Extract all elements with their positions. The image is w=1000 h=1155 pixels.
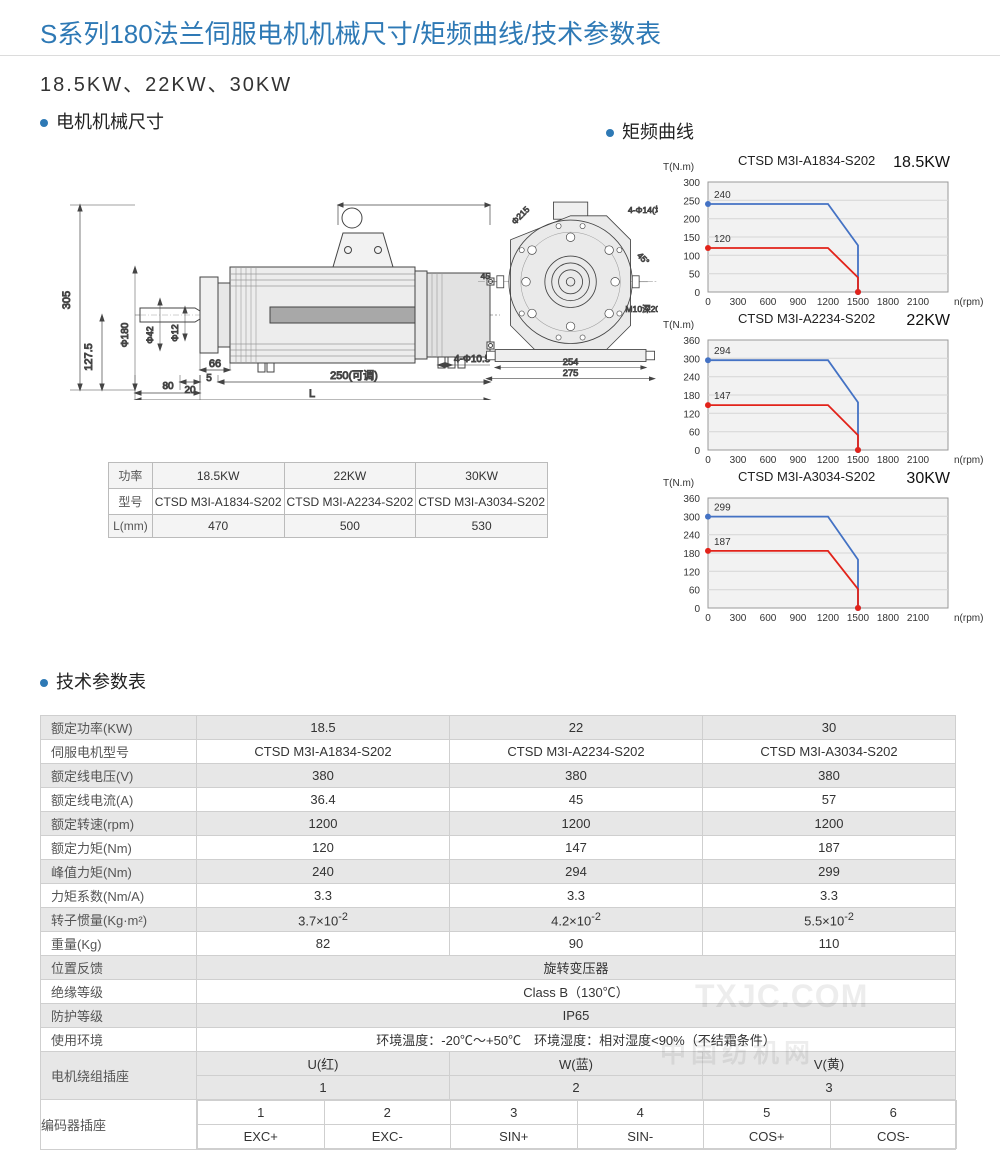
svg-text:1200: 1200 [817,455,840,466]
svg-text:0: 0 [694,604,700,615]
svg-text:1500: 1500 [847,297,870,308]
svg-text:240: 240 [683,373,700,384]
svg-text:Φ12: Φ12 [170,324,180,341]
svg-text:CTSD M3I-A2234-S202: CTSD M3I-A2234-S202 [738,311,875,326]
svg-text:0: 0 [705,613,711,624]
svg-text:250: 250 [683,196,700,207]
svg-text:0: 0 [694,288,700,299]
svg-text:1800: 1800 [877,297,900,308]
svg-text:360: 360 [683,336,700,347]
svg-text:300: 300 [683,354,700,365]
svg-text:18.5KW: 18.5KW [893,154,951,171]
svg-text:240: 240 [714,190,731,201]
svg-text:100: 100 [683,251,700,262]
svg-text:60: 60 [689,586,701,597]
svg-text:n(rpm): n(rpm) [954,297,983,308]
svg-text:0: 0 [705,297,711,308]
svg-text:147: 147 [714,391,731,402]
svg-text:180: 180 [683,549,700,560]
svg-text:1500: 1500 [847,455,870,466]
svg-text:300: 300 [730,455,747,466]
svg-text:60: 60 [689,428,701,439]
svg-text:200: 200 [683,215,700,226]
svg-text:254: 254 [563,356,579,367]
svg-text:2100: 2100 [907,613,930,624]
svg-text:900: 900 [790,297,807,308]
svg-text:50: 50 [689,270,701,281]
svg-text:1500: 1500 [847,613,870,624]
svg-text:80: 80 [162,381,174,392]
svg-text:Φ42: Φ42 [145,326,155,343]
svg-text:n(rpm): n(rpm) [954,455,983,466]
svg-text:120: 120 [683,409,700,420]
svg-text:0: 0 [694,446,700,457]
svg-text:CTSD M3I-A3034-S202: CTSD M3I-A3034-S202 [738,469,875,484]
svg-text:1800: 1800 [877,455,900,466]
svg-text:600: 600 [760,613,777,624]
svg-text:300: 300 [730,613,747,624]
svg-text:Φ180: Φ180 [120,322,131,347]
svg-text:2100: 2100 [907,297,930,308]
svg-text:900: 900 [790,455,807,466]
svg-text:22KW: 22KW [906,312,950,329]
svg-text:127.5: 127.5 [83,343,95,371]
svg-text:2100: 2100 [907,455,930,466]
svg-text:1800: 1800 [877,613,900,624]
svg-text:250(可调): 250(可调) [330,369,378,382]
svg-text:305: 305 [61,291,73,309]
svg-text:187: 187 [714,537,731,548]
svg-text:600: 600 [760,455,777,466]
svg-text:240: 240 [683,531,700,542]
svg-text:299: 299 [714,503,731,514]
svg-text:275: 275 [563,367,579,378]
svg-text:300: 300 [683,512,700,523]
svg-text:150: 150 [683,233,700,244]
svg-text:120: 120 [714,234,731,245]
svg-text:30KW: 30KW [906,470,950,487]
svg-text:5: 5 [206,373,212,384]
svg-text:294: 294 [714,346,731,357]
svg-text:1200: 1200 [817,613,840,624]
svg-text:300: 300 [683,178,700,189]
svg-text:Φ215: Φ215 [509,204,531,226]
svg-text:300: 300 [730,297,747,308]
svg-text:L: L [309,388,315,400]
svg-text:0: 0 [705,455,711,466]
svg-text:900: 900 [790,613,807,624]
svg-text:45: 45 [481,271,491,281]
svg-text:120: 120 [683,567,700,578]
svg-text:T(N.m): T(N.m) [663,478,694,489]
svg-text:T(N.m): T(N.m) [663,320,694,331]
svg-text:180: 180 [683,391,700,402]
svg-text:CTSD M3I-A1834-S202: CTSD M3I-A1834-S202 [738,153,875,168]
svg-text:n(rpm): n(rpm) [954,613,983,624]
svg-text:1200: 1200 [817,297,840,308]
svg-text:600: 600 [760,297,777,308]
svg-text:360: 360 [683,494,700,505]
svg-text:66: 66 [209,358,221,370]
svg-text:T(N.m): T(N.m) [663,162,694,173]
